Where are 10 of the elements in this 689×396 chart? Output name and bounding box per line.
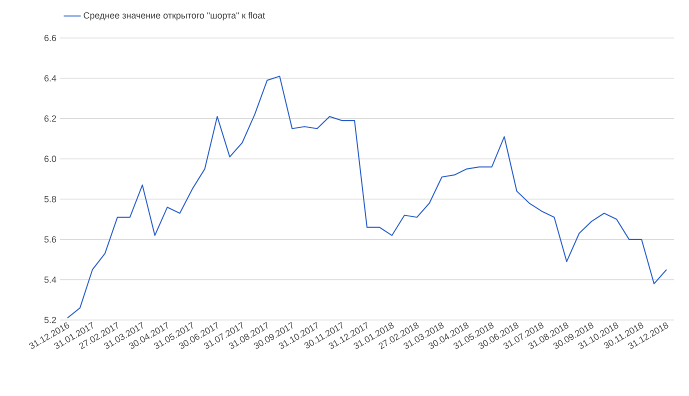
y-tick-label: 5.2	[44, 316, 56, 324]
y-tick-label: 6.2	[44, 115, 56, 122]
legend-label: Среднее значение открытого "шорта" к float	[84, 12, 266, 20]
y-tick-label: 6.4	[44, 75, 56, 82]
y-tick-label: 5.6	[44, 236, 56, 243]
y-tick-label: 6.6	[44, 34, 56, 42]
y-tick-label: 5.4	[44, 276, 56, 283]
y-tick-label: 5.8	[44, 196, 56, 202]
y-tick-label: 6.0	[44, 156, 56, 162]
line-series	[66, 76, 668, 319]
